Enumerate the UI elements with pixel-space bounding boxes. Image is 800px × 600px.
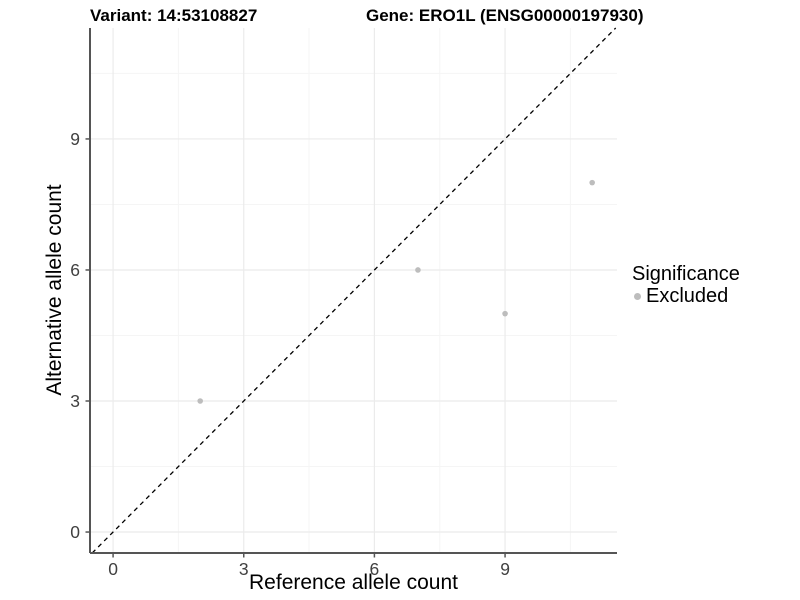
- scatter-canvas: [85, 27, 617, 558]
- x-tick-label: 3: [238, 559, 249, 579]
- data-point: [589, 179, 595, 186]
- identity-dashed-line: [91, 27, 617, 554]
- plot-panel: [85, 27, 617, 558]
- data-point: [415, 267, 421, 273]
- y-tick-label: 3: [70, 391, 80, 411]
- x-tick-label: 0: [108, 559, 118, 579]
- x-tick-label: 9: [500, 559, 510, 579]
- y-tick-label: 0: [70, 522, 80, 543]
- x-tick-label: 6: [369, 559, 380, 579]
- data-point: [197, 398, 203, 404]
- plot-title-variant: Variant: 14:53108827: [90, 6, 258, 25]
- legend-item-label: Excluded: [646, 285, 729, 307]
- legend-key-dot-icon: [634, 293, 641, 300]
- y-axis-title: Alternative allele count: [43, 184, 66, 396]
- y-tick-label: 6: [70, 259, 80, 280]
- x-axis-title: Reference allele count: [249, 571, 458, 594]
- data-point: [502, 310, 508, 317]
- plot-title-gene: Gene: ERO1L (ENSG00000197930): [366, 6, 644, 25]
- legend-item-excluded: Excluded: [632, 285, 740, 307]
- y-tick-label: 9: [70, 128, 80, 149]
- legend-title: Significance: [632, 263, 740, 285]
- legend: Significance Excluded: [632, 263, 740, 307]
